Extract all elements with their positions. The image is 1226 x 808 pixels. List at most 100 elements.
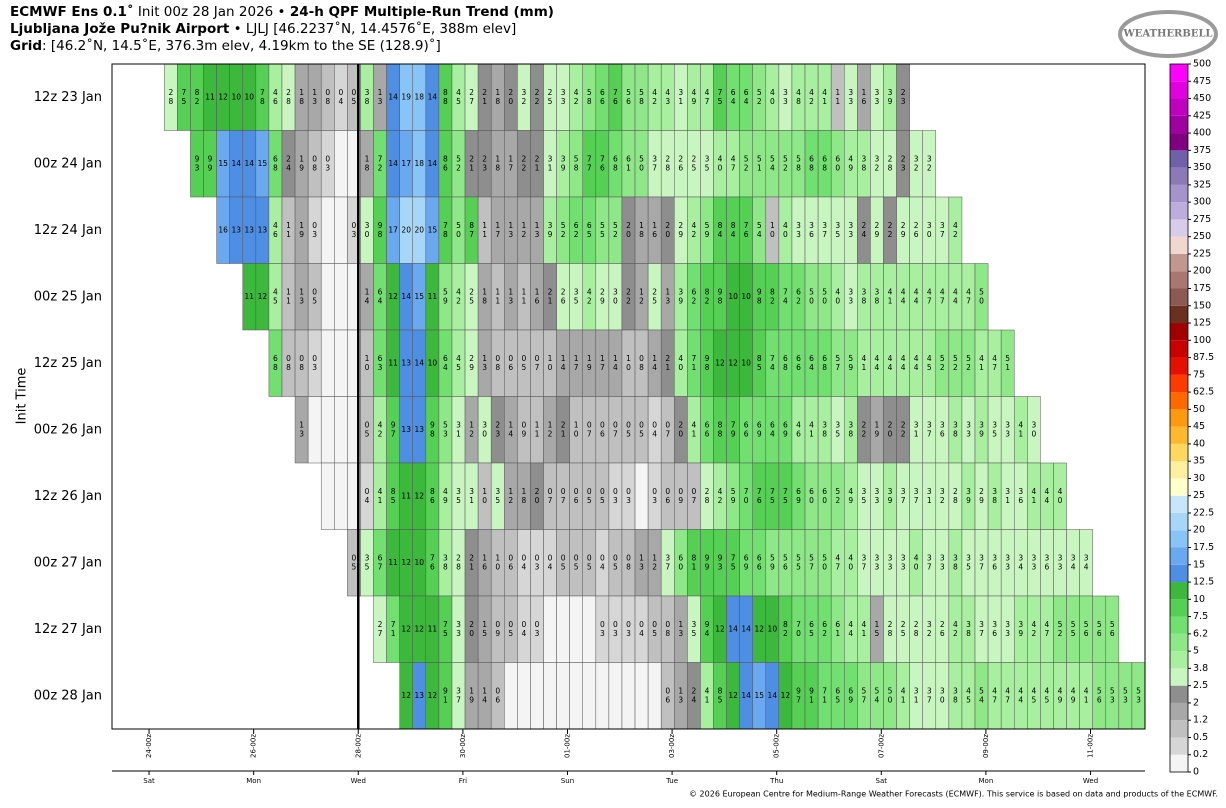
cell-label: 14 [728, 624, 738, 633]
cell-label: 14 [741, 691, 751, 700]
cell [334, 396, 348, 464]
title: ECMWF Ens 0.1˚ [10, 4, 134, 20]
x-tick-label: 07-00z [877, 734, 885, 758]
cell-label: 12 [258, 292, 268, 301]
colorbar-label: 100 [1193, 335, 1211, 346]
colorbar-label: 45 [1193, 421, 1205, 432]
colorbar-label: 500 [1193, 59, 1211, 70]
colorbar-label: 125 [1193, 318, 1211, 329]
colorbar-label: 22.5 [1193, 507, 1214, 518]
colorbar-label: 200 [1193, 266, 1211, 277]
cell-label: 11 [401, 491, 411, 500]
cell-label: 18 [415, 159, 425, 168]
logo: WEATHERBELL [1118, 10, 1218, 58]
cell-label: 13 [231, 225, 241, 234]
header: ECMWF Ens 0.1˚ Init 00z 28 Jan 2026 • 24… [10, 4, 554, 55]
colorbar-segment [1170, 81, 1188, 99]
cell [334, 196, 348, 264]
colorbar-label: 225 [1193, 248, 1211, 259]
cell-label: 12 [728, 358, 738, 367]
cell-label: 11 [428, 624, 438, 633]
grid-label: Grid [10, 38, 43, 54]
cell [543, 662, 557, 730]
header-line: ECMWF Ens 0.1˚ Init 00z 28 Jan 2026 • 24… [10, 4, 554, 21]
cell-label: 20 [401, 225, 411, 234]
cell-label: 15 [754, 691, 764, 700]
colorbar-label: 1.2 [1193, 715, 1208, 726]
